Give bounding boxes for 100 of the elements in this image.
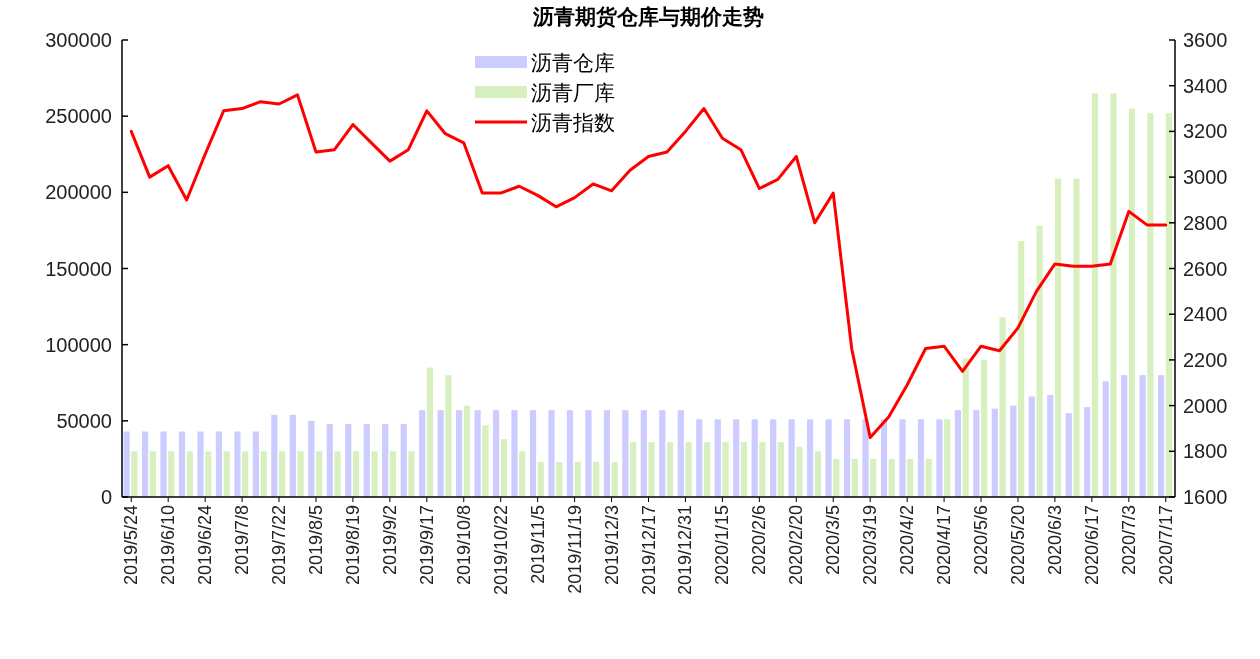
bar bbox=[289, 414, 296, 497]
bar bbox=[751, 419, 758, 497]
x-tick-label: 2020/3/19 bbox=[860, 505, 881, 586]
bar bbox=[899, 419, 906, 497]
bar bbox=[1121, 375, 1128, 497]
x-tick-label: 2019/11/5 bbox=[527, 505, 548, 584]
bar bbox=[807, 419, 814, 497]
bar bbox=[1054, 178, 1062, 497]
y2-tick-label: 2200 bbox=[1183, 348, 1228, 371]
bar bbox=[1139, 375, 1146, 497]
bar bbox=[851, 458, 858, 497]
bar bbox=[168, 451, 175, 497]
bar bbox=[593, 461, 600, 497]
bar bbox=[574, 461, 581, 497]
bar bbox=[936, 419, 943, 497]
bar bbox=[537, 461, 544, 497]
bar bbox=[659, 410, 666, 497]
bar bbox=[770, 419, 777, 497]
bar bbox=[1128, 108, 1136, 497]
y-tick-label: 200000 bbox=[45, 181, 112, 204]
bar bbox=[603, 410, 610, 497]
bar bbox=[178, 431, 186, 497]
bar bbox=[981, 359, 988, 497]
bar bbox=[685, 442, 692, 497]
x-tick-label: 2020/7/3 bbox=[1118, 505, 1139, 576]
bar bbox=[437, 410, 444, 497]
bar bbox=[640, 410, 647, 497]
bar bbox=[345, 423, 352, 497]
bar bbox=[973, 410, 980, 497]
legend-label: 沥青仓库 bbox=[531, 51, 615, 74]
bar bbox=[722, 442, 729, 497]
bar bbox=[759, 442, 766, 497]
y2-tick-label: 3600 bbox=[1183, 29, 1228, 51]
x-tick-label: 2020/4/17 bbox=[934, 505, 955, 586]
bar bbox=[703, 442, 711, 497]
bar bbox=[205, 451, 212, 497]
x-tick-label: 2019/10/8 bbox=[453, 505, 474, 586]
x-tick-label: 2019/9/2 bbox=[379, 505, 400, 576]
x-tick-label: 2020/1/15 bbox=[712, 505, 733, 586]
bar bbox=[907, 458, 914, 497]
bar bbox=[1165, 113, 1172, 497]
bar bbox=[1065, 413, 1072, 497]
x-tick-label: 2019/12/3 bbox=[601, 505, 622, 586]
bar bbox=[1010, 405, 1017, 497]
bar bbox=[426, 367, 434, 497]
y2-tick-label: 1600 bbox=[1183, 486, 1228, 508]
y-tick-label: 100000 bbox=[45, 333, 112, 356]
bar bbox=[777, 442, 785, 497]
bar bbox=[371, 451, 378, 497]
bar bbox=[197, 431, 204, 497]
x-tick-label: 2020/5/6 bbox=[971, 505, 992, 576]
x-tick-label: 2019/5/24 bbox=[121, 505, 142, 586]
y2-tick-label: 2000 bbox=[1183, 394, 1228, 417]
bar bbox=[880, 419, 888, 497]
bar bbox=[556, 461, 563, 497]
x-tick-label: 2019/9/17 bbox=[416, 505, 437, 586]
y2-tick-label: 3000 bbox=[1183, 166, 1228, 189]
bar bbox=[400, 423, 407, 497]
x-tick-label: 2019/12/17 bbox=[638, 505, 659, 596]
bar bbox=[141, 431, 149, 497]
bar bbox=[925, 458, 932, 497]
bar bbox=[648, 442, 655, 497]
bar bbox=[991, 408, 998, 497]
y2-tick-label: 2600 bbox=[1183, 257, 1228, 280]
bar bbox=[862, 419, 869, 497]
bar bbox=[585, 410, 592, 497]
legend-label: 沥青指数 bbox=[531, 111, 615, 134]
chart-title: 沥青期货仓库与期价走势 bbox=[532, 5, 764, 29]
bar bbox=[315, 451, 323, 497]
bar bbox=[445, 375, 452, 497]
x-tick-label: 2020/5/20 bbox=[1007, 505, 1028, 586]
bar bbox=[888, 458, 895, 497]
bar bbox=[733, 419, 740, 497]
bar bbox=[714, 419, 721, 497]
bar bbox=[944, 419, 951, 497]
bar bbox=[352, 451, 360, 497]
bar bbox=[1147, 113, 1154, 497]
bar bbox=[630, 442, 637, 497]
y2-tick-label: 2800 bbox=[1183, 211, 1228, 234]
bar bbox=[326, 423, 333, 497]
y2-tick-label: 3400 bbox=[1183, 74, 1228, 97]
bar bbox=[474, 410, 481, 497]
bar bbox=[611, 461, 618, 497]
bar bbox=[419, 410, 426, 497]
bar bbox=[1073, 178, 1080, 497]
y-tick-label: 0 bbox=[100, 486, 112, 508]
bar bbox=[334, 451, 341, 497]
bar bbox=[308, 420, 315, 497]
bar bbox=[740, 442, 748, 497]
bar bbox=[279, 451, 286, 497]
bar bbox=[363, 423, 370, 497]
x-tick-label: 2020/6/17 bbox=[1081, 505, 1102, 586]
x-tick-label: 2020/4/2 bbox=[897, 505, 918, 576]
bar bbox=[1047, 394, 1054, 497]
bar bbox=[833, 458, 840, 497]
bar bbox=[297, 451, 304, 497]
bar bbox=[566, 410, 574, 497]
bar bbox=[796, 446, 803, 497]
y2-tick-label: 1800 bbox=[1183, 440, 1228, 463]
bar bbox=[677, 410, 684, 497]
